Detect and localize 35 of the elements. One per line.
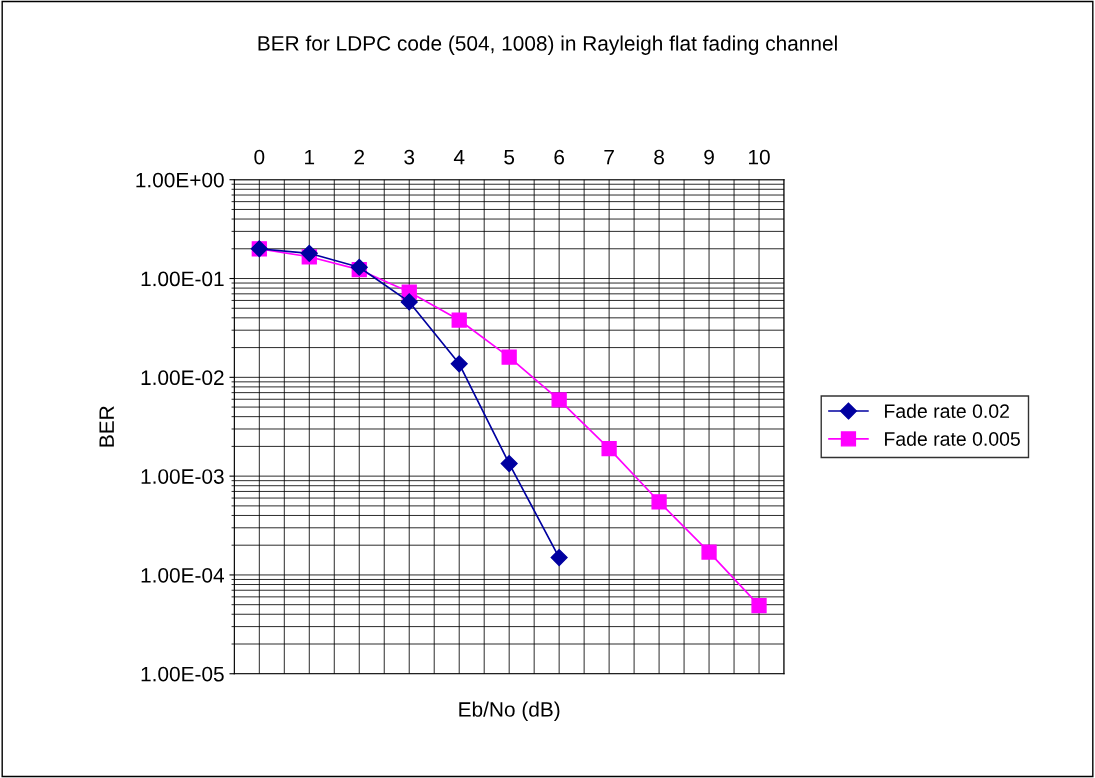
point xyxy=(550,548,568,567)
x-tick-label: 9 xyxy=(704,149,714,165)
y-tick-label: 1.00E+00 xyxy=(136,172,224,188)
point xyxy=(501,349,517,365)
point xyxy=(400,293,418,311)
legend-label: Fade rate 0.02 xyxy=(885,403,1009,419)
point xyxy=(300,244,318,262)
point xyxy=(450,355,468,373)
x-tick-label: 4 xyxy=(453,149,465,165)
point xyxy=(451,312,467,328)
point xyxy=(701,544,717,560)
x-tick-label: 6 xyxy=(554,149,565,165)
y-tick-label: 1.00E-02 xyxy=(141,370,224,386)
point xyxy=(551,392,567,408)
y-tick-label: 1.00E-01 xyxy=(141,271,224,287)
point xyxy=(500,455,518,473)
x-tick-label: 5 xyxy=(504,149,515,165)
y-tick-label: 1.00E-03 xyxy=(141,469,224,484)
x-tick-label: 1 xyxy=(305,149,315,165)
x-tick-label: 10 xyxy=(749,149,770,165)
x-tick-label: 0 xyxy=(254,149,265,165)
y-tick-label: 1.00E-05 xyxy=(141,666,224,682)
point xyxy=(601,440,617,457)
x-tick-label: 2 xyxy=(354,149,365,165)
point xyxy=(751,597,767,614)
legend-label: Fade rate 0.005 xyxy=(885,431,1020,446)
point xyxy=(350,258,368,276)
x-tick-label: 8 xyxy=(654,149,664,165)
y-tick-label: 1.00E-04 xyxy=(141,567,224,583)
x-tick-label: 3 xyxy=(404,149,415,165)
x-tick-label: 7 xyxy=(604,149,614,165)
y-axis-title: BER xyxy=(99,406,114,447)
point xyxy=(651,494,667,510)
x-axis-title: Eb/No (dB) xyxy=(459,701,560,721)
chart-title: BER for LDPC code (504, 1008) in Rayleigh flat fading channel xyxy=(258,35,837,55)
